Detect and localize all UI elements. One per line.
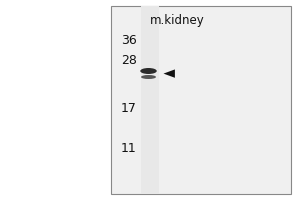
Text: 28: 28 (121, 53, 136, 66)
Ellipse shape (141, 75, 156, 79)
Bar (141, 6, 159, 194)
Polygon shape (164, 69, 175, 78)
Text: 11: 11 (121, 142, 136, 154)
Text: 17: 17 (121, 102, 136, 114)
Bar (111, 6, 291, 194)
Text: m.kidney: m.kidney (150, 14, 204, 27)
Ellipse shape (140, 68, 157, 74)
Text: 36: 36 (121, 33, 136, 46)
